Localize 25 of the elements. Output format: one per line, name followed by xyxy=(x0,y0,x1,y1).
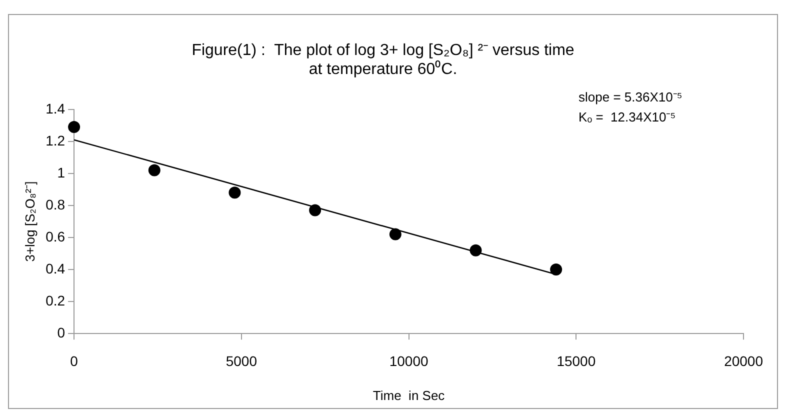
annotation: Kₒ = 12.34X10⁻⁵ xyxy=(578,109,676,124)
point xyxy=(389,228,402,240)
y-tick-label: 1 xyxy=(57,164,66,180)
x-tick-label: 15000 xyxy=(556,352,596,369)
y-tick-label: 1.2 xyxy=(46,132,66,148)
chart-title: Figure(1) : The plot of log 3+ log [S₂O₈] ²⁻ versus time at temperature 60⁰C. xyxy=(192,42,574,78)
y-tick-label: 1.4 xyxy=(46,100,66,116)
x-tick-label: 20000 xyxy=(724,352,764,369)
y-tick-label: 0.8 xyxy=(46,196,66,212)
y-tick-label: 0.2 xyxy=(46,292,66,308)
point xyxy=(68,121,80,134)
point xyxy=(148,164,160,176)
x-tick-label: 10000 xyxy=(389,352,428,369)
text: slope = 5.36X10⁻⁵ xyxy=(578,89,682,104)
y-tick-label: 0.4 xyxy=(46,260,66,276)
y-tick-label: 0.6 xyxy=(46,228,66,244)
point xyxy=(228,186,241,199)
x-axis-title: Time in Sec xyxy=(372,388,446,403)
point xyxy=(309,204,322,216)
y-tick-label: 0 xyxy=(57,324,66,340)
x-tick-label: 5000 xyxy=(226,352,258,369)
point xyxy=(550,264,562,276)
point xyxy=(470,244,482,256)
y-axis-title: 3+log [S₂O₈²⁻] xyxy=(22,181,38,262)
x-tick-label: 0 xyxy=(70,352,78,369)
